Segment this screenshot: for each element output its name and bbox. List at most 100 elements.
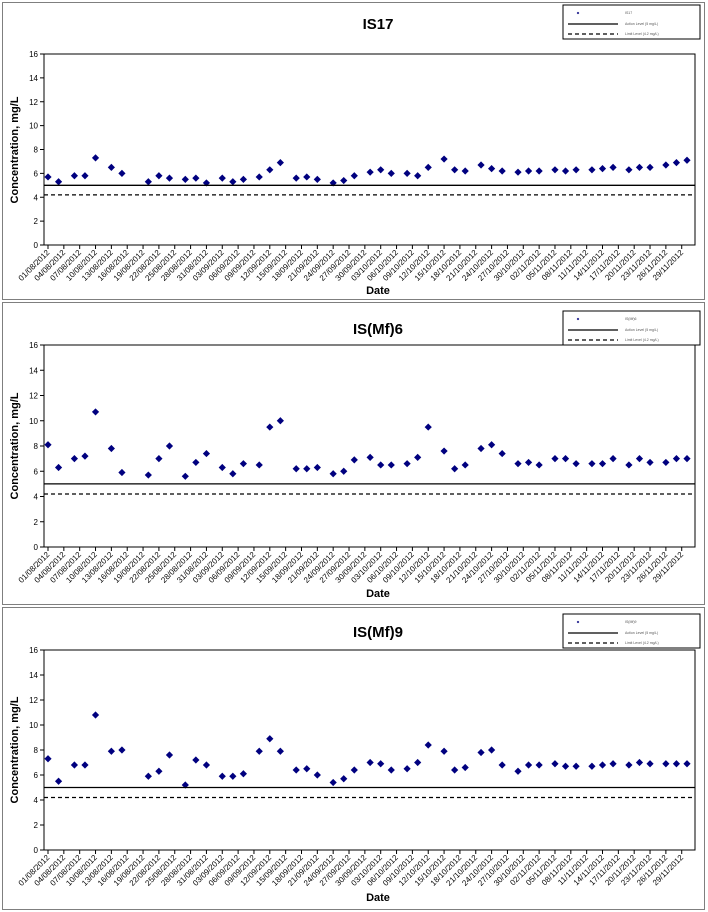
data-point (524, 167, 533, 175)
data-point (44, 755, 52, 763)
data-point (292, 174, 300, 182)
data-point (588, 460, 596, 468)
data-point (498, 167, 506, 175)
y-tick-label: 0 (34, 241, 39, 250)
data-point (572, 762, 580, 770)
data-point (683, 760, 691, 768)
data-point (403, 765, 411, 773)
data-point (303, 465, 311, 473)
data-point (477, 161, 485, 169)
data-point (625, 166, 633, 174)
chart-title: IS(Mf)9 (353, 624, 403, 641)
data-point (313, 463, 321, 472)
data-point (461, 763, 469, 772)
legend-label: Action Level (5 mg/L) (625, 22, 658, 26)
data-point (218, 772, 226, 780)
plot-area (43, 649, 696, 851)
data-point (514, 767, 522, 775)
data-point (70, 455, 79, 463)
data-point (192, 174, 200, 182)
plot-area (43, 344, 696, 548)
data-point (266, 166, 274, 174)
data-point (350, 766, 358, 774)
data-point (646, 760, 654, 768)
data-point (181, 472, 189, 480)
data-point (477, 748, 485, 757)
plot-area (43, 53, 696, 246)
data-point (662, 458, 670, 467)
data-point (403, 460, 411, 468)
data-point (313, 771, 321, 779)
data-point (387, 169, 395, 177)
data-point (144, 772, 152, 780)
data-point (662, 161, 670, 169)
data-point (488, 441, 496, 449)
data-point (683, 156, 691, 164)
data-point (377, 166, 385, 174)
y-tick-label: 4 (34, 796, 39, 805)
data-point (165, 442, 174, 450)
y-axis-title: Concentration, mg/L (9, 96, 21, 203)
y-tick-label: 0 (34, 543, 39, 552)
y-tick-label: 6 (34, 169, 39, 178)
data-point (498, 761, 506, 769)
data-point (635, 455, 644, 463)
chart-panel-is17: IS17 0 2 4 6 8 10 12 14 16 01/08/2012 04/08/2012 07/… (2, 2, 705, 300)
data-point (192, 458, 200, 467)
data-point (672, 159, 681, 167)
y-tick-label: 2 (34, 217, 39, 226)
data-point (635, 163, 644, 172)
data-point (54, 463, 63, 472)
data-point (609, 455, 617, 463)
legend-box (562, 613, 701, 649)
data-point (451, 166, 459, 174)
data-point (561, 455, 570, 463)
data-point (266, 735, 274, 743)
data-point (424, 423, 432, 431)
data-point (229, 772, 237, 780)
data-point (461, 461, 469, 469)
data-point (202, 761, 211, 769)
data-point (107, 747, 115, 755)
data-point (414, 172, 422, 180)
data-point (54, 178, 63, 186)
data-point (155, 172, 163, 180)
data-point (340, 176, 348, 185)
data-point (524, 761, 533, 769)
data-point (81, 172, 89, 180)
y-tick-label: 2 (34, 821, 39, 830)
y-tick-label: 16 (29, 341, 38, 350)
data-point (118, 468, 126, 477)
data-point (218, 174, 226, 182)
data-point (181, 781, 189, 789)
y-tick-label: 16 (29, 50, 38, 59)
data-point (107, 163, 115, 172)
data-point (366, 453, 374, 461)
data-point (107, 444, 115, 453)
chart-panel-ismf9: IS(Mf)9 0 2 4 6 8 10 12 14 16 01/08/2012 04/08/2012… (2, 607, 705, 910)
y-tick-label: 8 (34, 146, 39, 155)
data-point (144, 471, 152, 479)
chart-svg-ismf6: IS(Mf)6024681012141601/08/201204/08/2012… (9, 310, 701, 600)
data-point (81, 452, 89, 460)
data-point (118, 746, 126, 754)
data-point (551, 760, 559, 768)
data-point (535, 461, 543, 469)
data-point (181, 175, 189, 183)
y-tick-label: 4 (34, 493, 39, 502)
data-point (292, 766, 300, 774)
legend-marker (576, 620, 580, 624)
data-point (609, 760, 617, 768)
data-point (440, 155, 448, 163)
data-point (155, 455, 163, 463)
legend-label: IS(Mf)9 (625, 620, 637, 624)
y-tick-label: 14 (29, 366, 38, 375)
data-point (91, 154, 100, 162)
data-point (292, 465, 300, 473)
data-point (350, 456, 358, 464)
data-point (229, 178, 237, 186)
legend-label: Limit Level (4.2 mg/L) (625, 338, 659, 342)
data-point (440, 747, 448, 755)
data-point (451, 766, 459, 774)
